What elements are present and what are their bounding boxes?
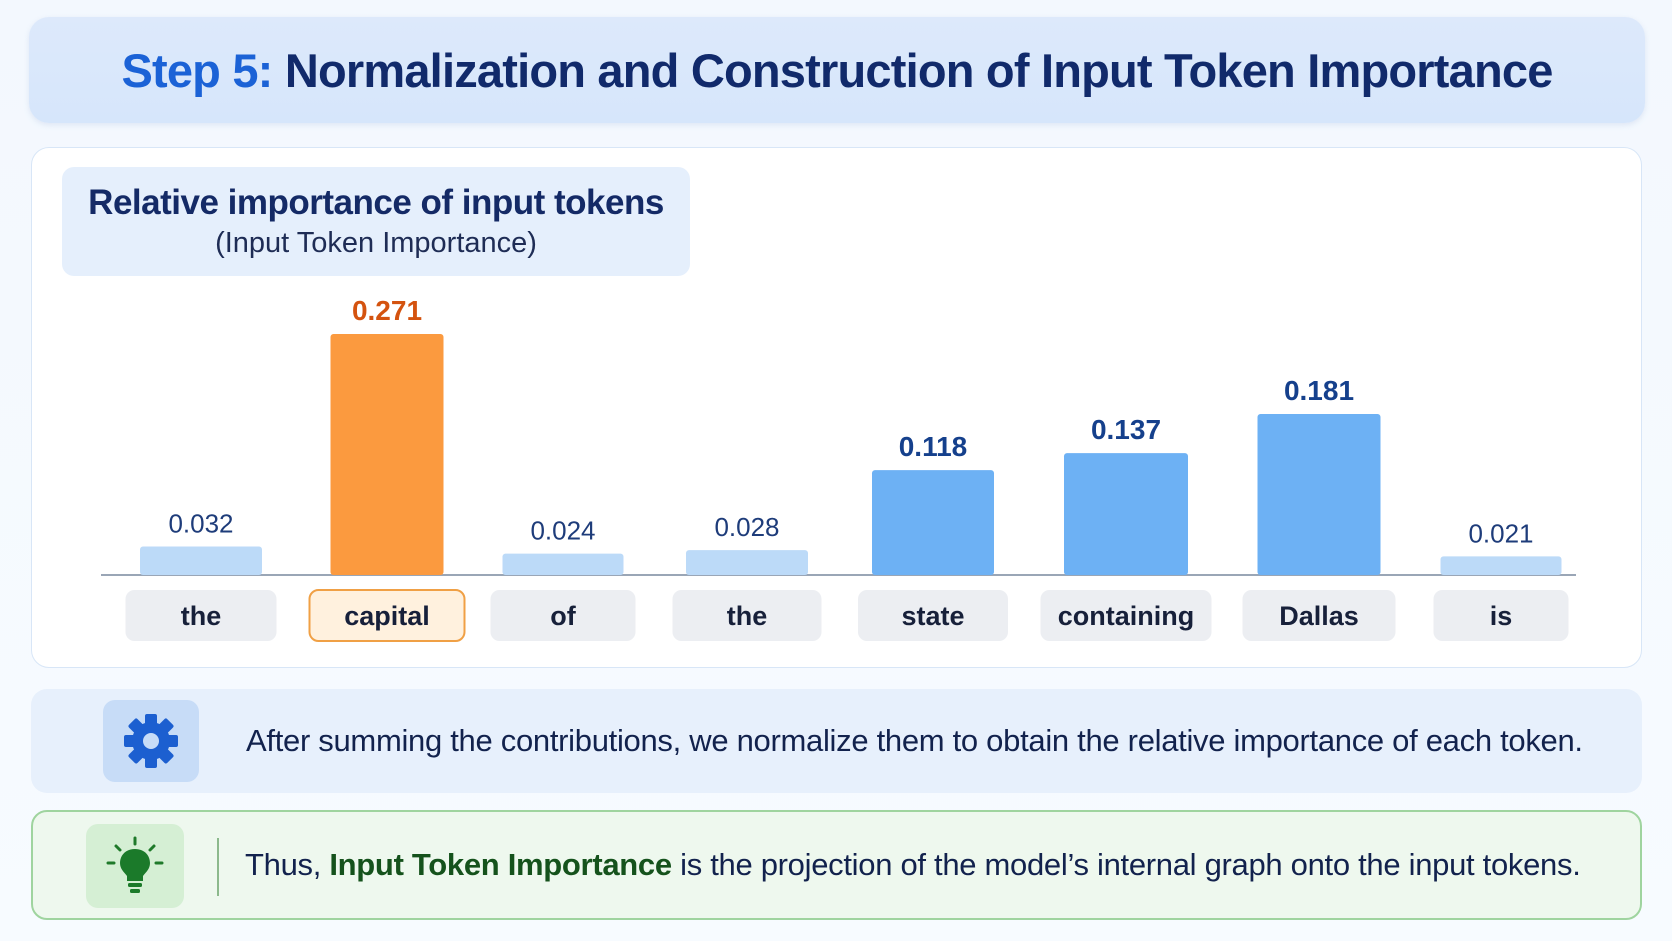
category-pill-the <box>125 590 277 641</box>
divider <box>217 838 219 896</box>
category-pill-of <box>490 590 636 641</box>
chart-subtitle: (Input Token Importance) <box>215 227 537 259</box>
category-label-Dallas: Dallas <box>1279 601 1359 631</box>
bar-state <box>872 470 994 575</box>
chart-title-box: Relative importance of input tokens (Inp… <box>62 167 690 276</box>
chart-title: Relative importance of input tokens <box>88 183 664 222</box>
bar-Dallas <box>1257 414 1381 575</box>
category-label-the: the <box>727 601 768 631</box>
category-label-capital: capital <box>344 601 430 631</box>
lightbulb-icon-box <box>86 824 184 908</box>
value-label-the: 0.028 <box>714 512 779 542</box>
category-pill-capital <box>308 589 466 642</box>
category-label-containing: containing <box>1058 601 1195 631</box>
category-pill-is <box>1433 590 1569 641</box>
gear-icon-box <box>103 700 199 782</box>
gear-icon <box>124 714 178 768</box>
value-label-state: 0.118 <box>899 431 968 462</box>
category-label-of: of <box>550 601 576 631</box>
bar-capital <box>330 334 444 575</box>
step-label: Step 5: <box>121 43 273 97</box>
bar-of <box>502 553 624 575</box>
category-pill-Dallas <box>1242 590 1396 641</box>
value-label-containing: 0.137 <box>1091 414 1161 445</box>
category-label-is: is <box>1490 601 1513 631</box>
category-pill-containing <box>1040 590 1212 641</box>
bar-the <box>686 550 808 575</box>
insight-suffix: is the projection of the model’s interna… <box>671 847 1581 882</box>
category-pill-the <box>672 590 822 641</box>
info-text: After summing the contributions, we norm… <box>246 723 1583 758</box>
bar-is <box>1440 556 1562 575</box>
value-label-capital: 0.271 <box>352 295 422 326</box>
category-pill-state <box>858 590 1008 641</box>
lightbulb-icon <box>106 836 164 893</box>
insight-text: Thus, Input Token Importance is the proj… <box>245 812 1581 918</box>
info-row: After summing the contributions, we norm… <box>31 689 1642 793</box>
value-label-the: 0.032 <box>168 509 233 539</box>
bar-chart: 0.032 the 0.271 capital 0.024 of 0.028 the 0.118… <box>101 295 1576 642</box>
header-banner: Step 5: Normalization and Construction o… <box>29 17 1645 123</box>
value-label-is: 0.021 <box>1468 518 1533 548</box>
insight-bold-term: Input Token Importance <box>329 847 672 882</box>
value-label-Dallas: 0.181 <box>1284 375 1354 406</box>
insight-row: Thus, Input Token Importance is the proj… <box>31 810 1642 920</box>
bar-containing <box>1064 453 1188 575</box>
category-label-state: state <box>901 601 964 631</box>
value-label-of: 0.024 <box>530 516 595 546</box>
page-title: Step 5: Normalization and Construction o… <box>121 43 1554 98</box>
insight-prefix: Thus, <box>245 847 330 882</box>
title-text: Normalization and Construction of Input … <box>284 43 1554 97</box>
category-label-the: the <box>181 601 222 631</box>
bar-the <box>140 546 262 575</box>
